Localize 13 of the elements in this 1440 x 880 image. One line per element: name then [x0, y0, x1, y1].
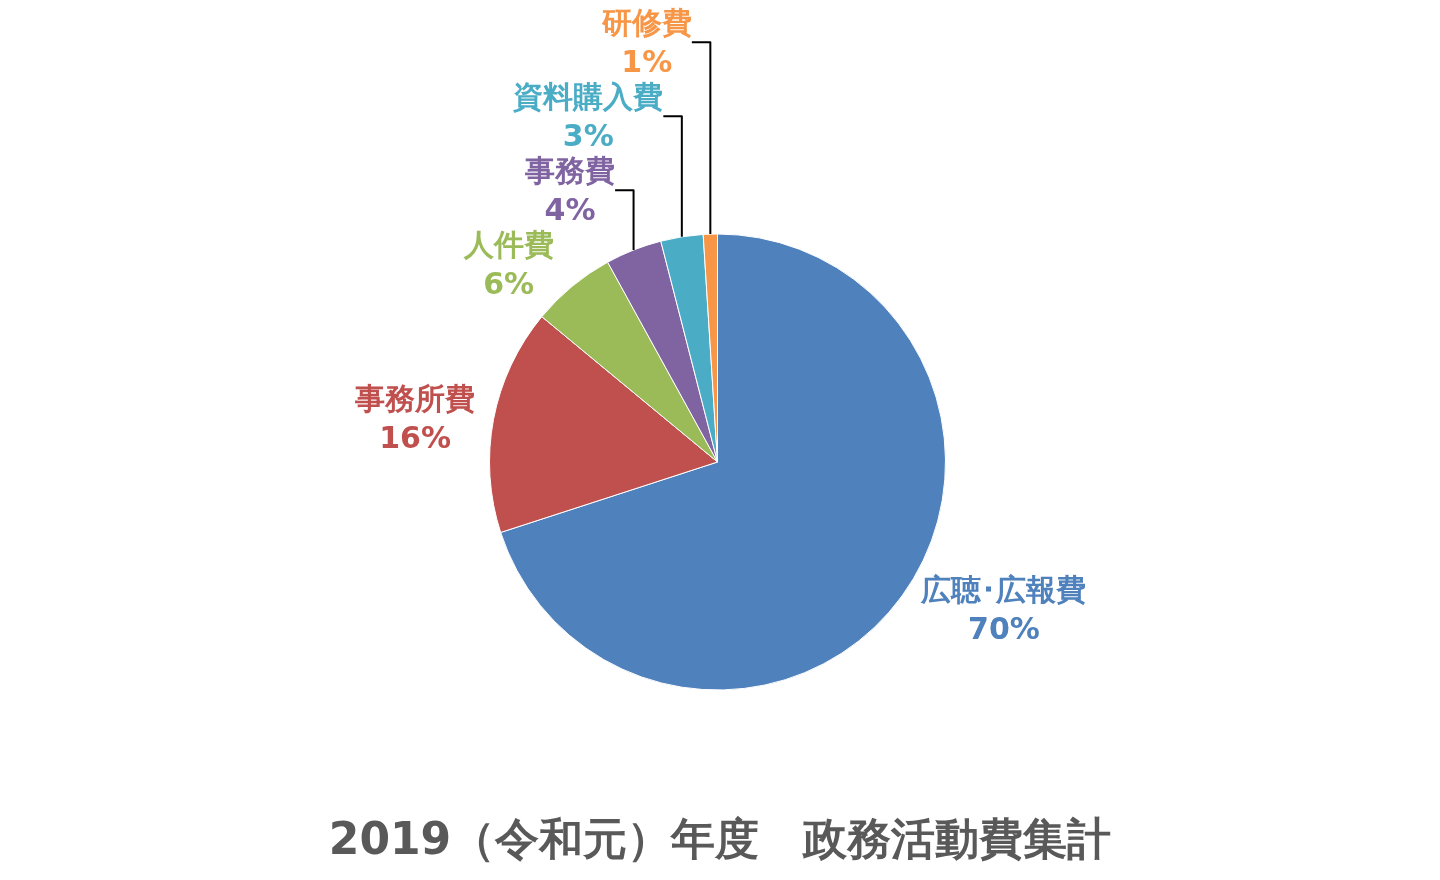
data-label: 1% [621, 44, 673, 80]
data-label: 6% [483, 266, 535, 302]
slice-label: 事務費 [524, 153, 616, 189]
slice-label: 人件費 [462, 227, 554, 263]
data-label: 3% [562, 118, 614, 154]
data-label: 4% [544, 192, 596, 228]
data-label: 70% [968, 610, 1040, 646]
slice-label: 広聴･広報費 [920, 571, 1087, 607]
slice-label: 研修費 [600, 5, 692, 41]
text: 2019（令和元）年度 政務活動費集計 [328, 812, 1112, 864]
slice-label: 資料購入費 [512, 79, 664, 115]
slice-label: 事務所費 [354, 380, 476, 416]
data-label: 16% [379, 419, 451, 455]
